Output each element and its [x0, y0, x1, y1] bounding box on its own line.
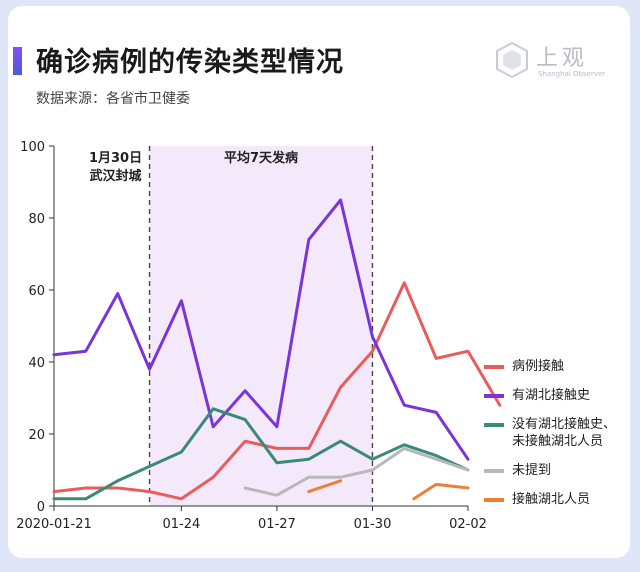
- brand-logo: 上观 Shanghai Observer: [492, 40, 622, 84]
- logo-icon: [496, 41, 528, 79]
- series-line: [243, 446, 470, 497]
- legend-item: 没有湖北接触史、 未接触湖北人员: [484, 416, 634, 450]
- logo-subtext: Shanghai Observer: [538, 70, 606, 78]
- y-tick-label: 100: [20, 140, 45, 155]
- shaded-region-label: 平均7天发病: [224, 150, 298, 166]
- x-tick-label: 01-24: [162, 517, 200, 532]
- y-tick-label: 40: [28, 356, 45, 371]
- legend-label: 病例接触: [512, 359, 565, 374]
- x-tick-label: 01-27: [258, 517, 296, 532]
- y-tick-label: 0: [37, 500, 45, 515]
- vline-annotation: 1月30日: [89, 151, 142, 166]
- legend-swatch: [484, 394, 504, 398]
- chart-legend: 病例接触有湖北接触史没有湖北接触史、 未接触湖北人员未提到接触湖北人员: [484, 358, 634, 520]
- x-tick-label: 2020-01-21: [16, 517, 92, 532]
- title-accent-bar: [13, 47, 22, 75]
- y-tick-label: 60: [28, 284, 45, 299]
- logo-text: 上观: [536, 46, 589, 71]
- series-line: [52, 281, 502, 501]
- x-tick-label: 02-02: [449, 517, 487, 532]
- series-line: [52, 198, 470, 461]
- legend-swatch: [484, 365, 504, 369]
- legend-swatch: [484, 423, 504, 427]
- data-source: 数据来源：各省市卫健委: [36, 91, 190, 107]
- legend-swatch: [484, 469, 504, 473]
- legend-label: 有湖北接触史: [512, 388, 591, 403]
- x-tick-label: 01-30: [354, 517, 392, 532]
- legend-item: 病例接触: [484, 358, 634, 375]
- legend-label: 没有湖北接触史、 未接触湖北人员: [512, 417, 617, 449]
- legend-item: 未提到: [484, 462, 634, 479]
- legend-swatch: [484, 498, 504, 502]
- legend-item: 接触湖北人员: [484, 491, 634, 508]
- legend-label: 未提到: [512, 463, 552, 478]
- y-tick-label: 80: [28, 212, 45, 227]
- page-title: 确诊病例的传染类型情况: [36, 47, 344, 78]
- legend-item: 有湖北接触史: [484, 387, 634, 404]
- series-line: [52, 407, 470, 501]
- y-tick-label: 20: [28, 428, 45, 443]
- legend-label: 接触湖北人员: [512, 492, 591, 507]
- vline-annotation: 武汉封城: [90, 168, 142, 184]
- series-line: [307, 479, 470, 501]
